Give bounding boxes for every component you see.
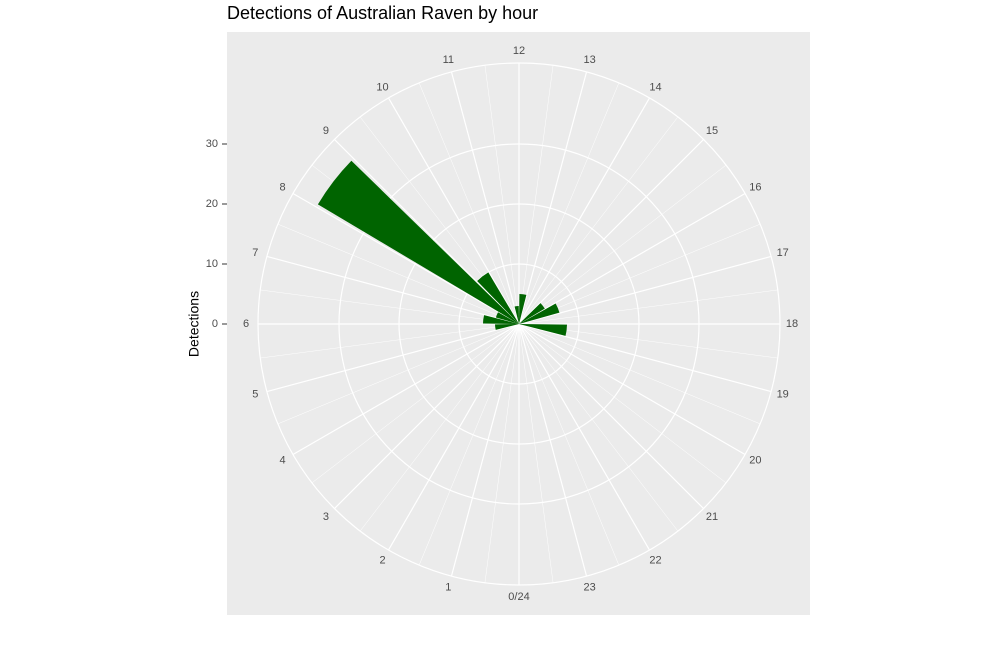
- hour-label: 4: [280, 454, 286, 466]
- hour-label: 1: [445, 582, 451, 594]
- minor-spoke: [518, 223, 761, 325]
- spoke: [518, 323, 588, 577]
- minor-spoke: [518, 323, 679, 532]
- bar: [483, 315, 519, 324]
- bar: [519, 303, 545, 324]
- hour-label: 22: [649, 554, 661, 566]
- minor-spoke: [418, 82, 520, 325]
- spoke: [387, 323, 520, 551]
- spoke: [266, 323, 520, 393]
- y-axis-title: Detections: [186, 291, 202, 357]
- bar: [317, 160, 519, 324]
- hour-label: 14: [649, 81, 661, 93]
- spoke: [266, 255, 520, 325]
- spoke: [518, 323, 704, 509]
- spoke: [292, 192, 520, 325]
- hour-label: 3: [323, 511, 329, 523]
- minor-spoke: [484, 65, 520, 325]
- spoke: [518, 255, 772, 325]
- hour-label: 2: [379, 554, 385, 566]
- bar: [519, 324, 567, 336]
- minor-spoke: [518, 289, 778, 325]
- minor-spoke: [518, 323, 620, 566]
- hour-label: 17: [777, 247, 789, 259]
- y-tick-label: 10: [206, 258, 218, 270]
- spoke: [518, 323, 651, 551]
- hour-label: 6: [243, 318, 249, 330]
- minor-spoke: [260, 323, 520, 359]
- minor-spoke: [311, 323, 520, 484]
- minor-spoke: [484, 323, 520, 583]
- minor-spoke: [359, 323, 520, 532]
- minor-spoke: [518, 116, 679, 325]
- hour-label: 20: [749, 454, 761, 466]
- hour-label: 10: [376, 81, 388, 93]
- y-tick-label: 30: [206, 138, 218, 150]
- hour-label: 11: [443, 54, 454, 66]
- spoke: [518, 97, 651, 325]
- bar: [519, 294, 527, 324]
- spoke: [334, 139, 520, 325]
- chart-title: Detections of Australian Raven by hour: [227, 3, 538, 23]
- spoke: [450, 323, 520, 577]
- bar: [495, 312, 519, 324]
- hour-label: 5: [252, 389, 258, 401]
- hour-label: 23: [584, 582, 596, 594]
- minor-spoke: [518, 323, 554, 583]
- hour-label: 13: [584, 54, 596, 66]
- spoke: [334, 323, 520, 509]
- hour-label: 8: [280, 181, 286, 193]
- hour-label: 18: [786, 318, 798, 330]
- minor-spoke: [518, 164, 727, 325]
- hour-label: 15: [706, 125, 718, 137]
- bar: [514, 306, 519, 324]
- spoke: [450, 71, 520, 325]
- hour-label: 7: [252, 247, 258, 259]
- minor-spoke: [260, 289, 520, 325]
- bar: [477, 272, 519, 324]
- hour-label: 12: [513, 45, 525, 57]
- minor-spoke: [518, 323, 727, 484]
- spoke: [518, 192, 746, 325]
- spoke: [518, 71, 588, 325]
- minor-spoke: [518, 65, 554, 325]
- hour-label: 16: [749, 181, 761, 193]
- hour-label: 21: [706, 511, 718, 523]
- spoke: [518, 323, 746, 456]
- spoke: [518, 323, 772, 393]
- spoke: [518, 139, 704, 325]
- hour-label: 9: [323, 125, 329, 137]
- spoke: [387, 97, 520, 325]
- minor-spoke: [518, 323, 761, 425]
- minor-spoke: [277, 323, 520, 425]
- bar: [495, 324, 519, 330]
- minor-spoke: [277, 223, 520, 325]
- y-tick-label: 0: [212, 318, 218, 330]
- minor-spoke: [418, 323, 520, 566]
- hour-label: 0/24: [508, 591, 529, 603]
- y-tick-label: 20: [206, 198, 218, 210]
- bar: [519, 303, 560, 324]
- hour-label: 19: [777, 389, 789, 401]
- minor-spoke: [518, 82, 620, 325]
- spoke: [292, 323, 520, 456]
